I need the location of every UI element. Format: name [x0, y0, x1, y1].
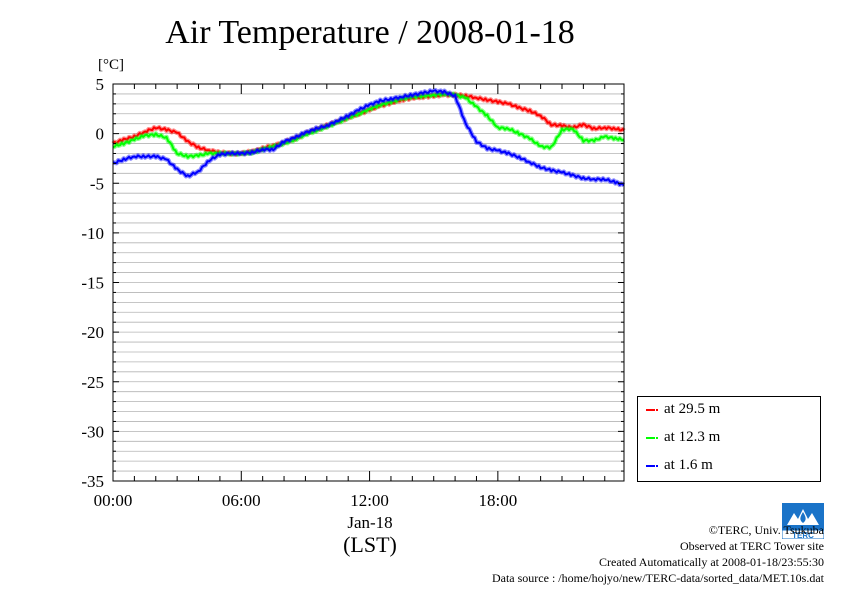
tick-marks — [112, 83, 624, 482]
y-axis-unit: [°C] — [98, 57, 124, 73]
legend-label: at 29.5 m — [664, 401, 721, 417]
chart-title: Air Temperature / 2008-01-18 — [165, 14, 575, 51]
legend-label: at 1.6 m — [664, 457, 713, 473]
y-tick-label: -15 — [81, 274, 104, 293]
x-tick-label: 18:00 — [478, 491, 517, 510]
y-tick-label: -10 — [81, 224, 104, 243]
copyright-text: ©TERC, Univ. Tsukuba — [708, 523, 824, 537]
x-axis-date-label: Jan-18 — [347, 513, 392, 532]
logo-text: TERC — [792, 531, 814, 539]
series-line-at-1-6-m — [112, 89, 625, 187]
series-line-at-29-5-m — [112, 92, 625, 156]
series-layer — [111, 87, 626, 188]
data-source-text: Data source : /home/hojyo/new/TERC-data/… — [491, 571, 824, 585]
y-tick-label: -20 — [81, 323, 104, 342]
grid-lines — [113, 83, 624, 482]
x-axis-label: (LST) — [343, 532, 397, 557]
y-tick-label: -25 — [81, 373, 104, 392]
chart-legend: at 29.5 m at 12.3 m at 1.6 m — [637, 396, 821, 482]
legend-item-12-3m: at 12.3 m — [646, 429, 720, 446]
x-tick-label: 06:00 — [222, 491, 261, 510]
legend-item-1-6m: at 1.6 m — [646, 457, 713, 474]
observed-at-text: Observed at TERC Tower site — [679, 539, 824, 553]
legend-label: at 12.3 m — [664, 429, 721, 445]
legend-item-29-5m: at 29.5 m — [646, 401, 720, 418]
legend-swatch-1-6m — [646, 464, 655, 467]
created-at-text: Created Automatically at 2008-01-18/23:5… — [599, 555, 824, 569]
y-tick-label: 0 — [96, 125, 105, 144]
terc-logo-icon: TERC — [782, 503, 824, 539]
legend-swatch-12-3m — [646, 436, 655, 439]
y-tick-label: -35 — [81, 472, 104, 491]
x-tick-label: 12:00 — [350, 491, 389, 510]
x-tick-label: 00:00 — [94, 491, 133, 510]
legend-swatch-29-5m — [646, 408, 655, 411]
y-tick-label: 5 — [96, 75, 105, 94]
series-line-at-12-3-m — [112, 92, 625, 159]
y-tick-label: -30 — [81, 422, 104, 441]
y-tick-label: -5 — [90, 174, 104, 193]
credits-block: ©TERC, Univ. Tsukuba Observed at TERC To… — [492, 522, 824, 586]
